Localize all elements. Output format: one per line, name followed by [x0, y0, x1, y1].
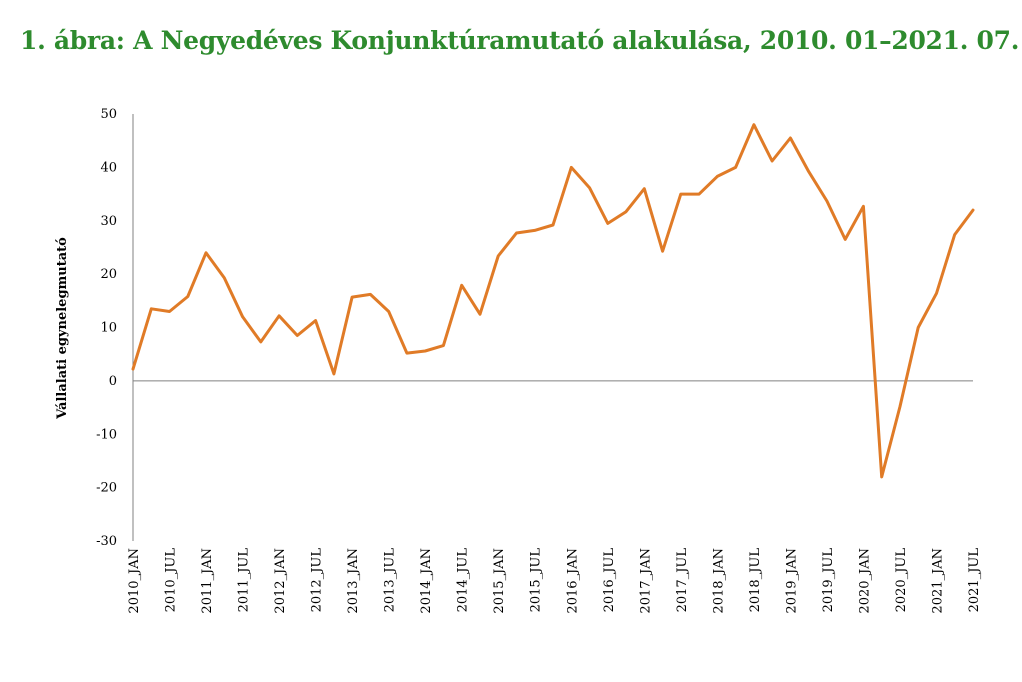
y-tick-label: 30 — [100, 214, 117, 229]
y-tick-label: -30 — [96, 534, 117, 549]
x-tick-label: 2015_JUL — [529, 548, 544, 613]
x-tick-label: 2011_JAN — [200, 548, 215, 614]
x-tick-label: 2020_JUL — [894, 548, 909, 613]
x-tick-label: 2014_JUL — [456, 548, 471, 613]
x-tick-label: 2019_JUL — [821, 548, 836, 613]
x-tick-label: 2017_JAN — [638, 548, 653, 614]
series-line — [131, 123, 975, 479]
x-tick-label: 2018_JAN — [711, 548, 726, 614]
x-tick-label: 2021_JUL — [967, 548, 982, 613]
x-tick-labels: 2010_JAN 2010_JUL 2011_JAN 2011_JUL 2012_JAN… — [127, 548, 982, 614]
x-tick-label: 2021_JAN — [930, 548, 945, 614]
x-tick-label: 2010_JAN — [127, 548, 142, 614]
y-tick-labels: 50 40 30 20 10 0 -10 -20 -30 — [96, 107, 117, 549]
x-tick-label: 2013_JUL — [383, 548, 398, 613]
x-tick-label: 2013_JAN — [346, 548, 361, 614]
x-tick-label: 2014_JAN — [419, 548, 434, 614]
x-tick-label: 2015_JAN — [492, 548, 507, 614]
y-tick-label: -20 — [96, 481, 117, 496]
chart-axes — [132, 114, 973, 541]
x-tick-label: 2012_JAN — [273, 548, 288, 614]
y-tick-label: 20 — [100, 267, 117, 282]
y-tick-label: 50 — [100, 107, 117, 122]
x-tick-label: 2011_JUL — [237, 548, 252, 613]
y-tick-label: 0 — [109, 374, 117, 389]
y-tick-label: -10 — [96, 427, 117, 442]
x-tick-label: 2012_JUL — [310, 548, 325, 613]
x-tick-label: 2016_JAN — [565, 548, 580, 614]
x-tick-label: 2020_JAN — [857, 548, 872, 614]
x-tick-label: 2018_JUL — [748, 548, 763, 613]
y-axis-label: Vállalati egynelegmutató — [55, 237, 70, 420]
x-tick-label: 2010_JUL — [164, 548, 179, 613]
y-tick-label: 40 — [100, 160, 117, 175]
x-tick-label: 2016_JUL — [602, 548, 617, 613]
y-tick-label: 10 — [100, 321, 117, 336]
x-tick-label: 2019_JAN — [784, 548, 799, 614]
page-title: 1. ábra: A Negyedéves Konjunktúramutató … — [20, 26, 1020, 55]
x-tick-label: 2017_JUL — [675, 548, 690, 613]
